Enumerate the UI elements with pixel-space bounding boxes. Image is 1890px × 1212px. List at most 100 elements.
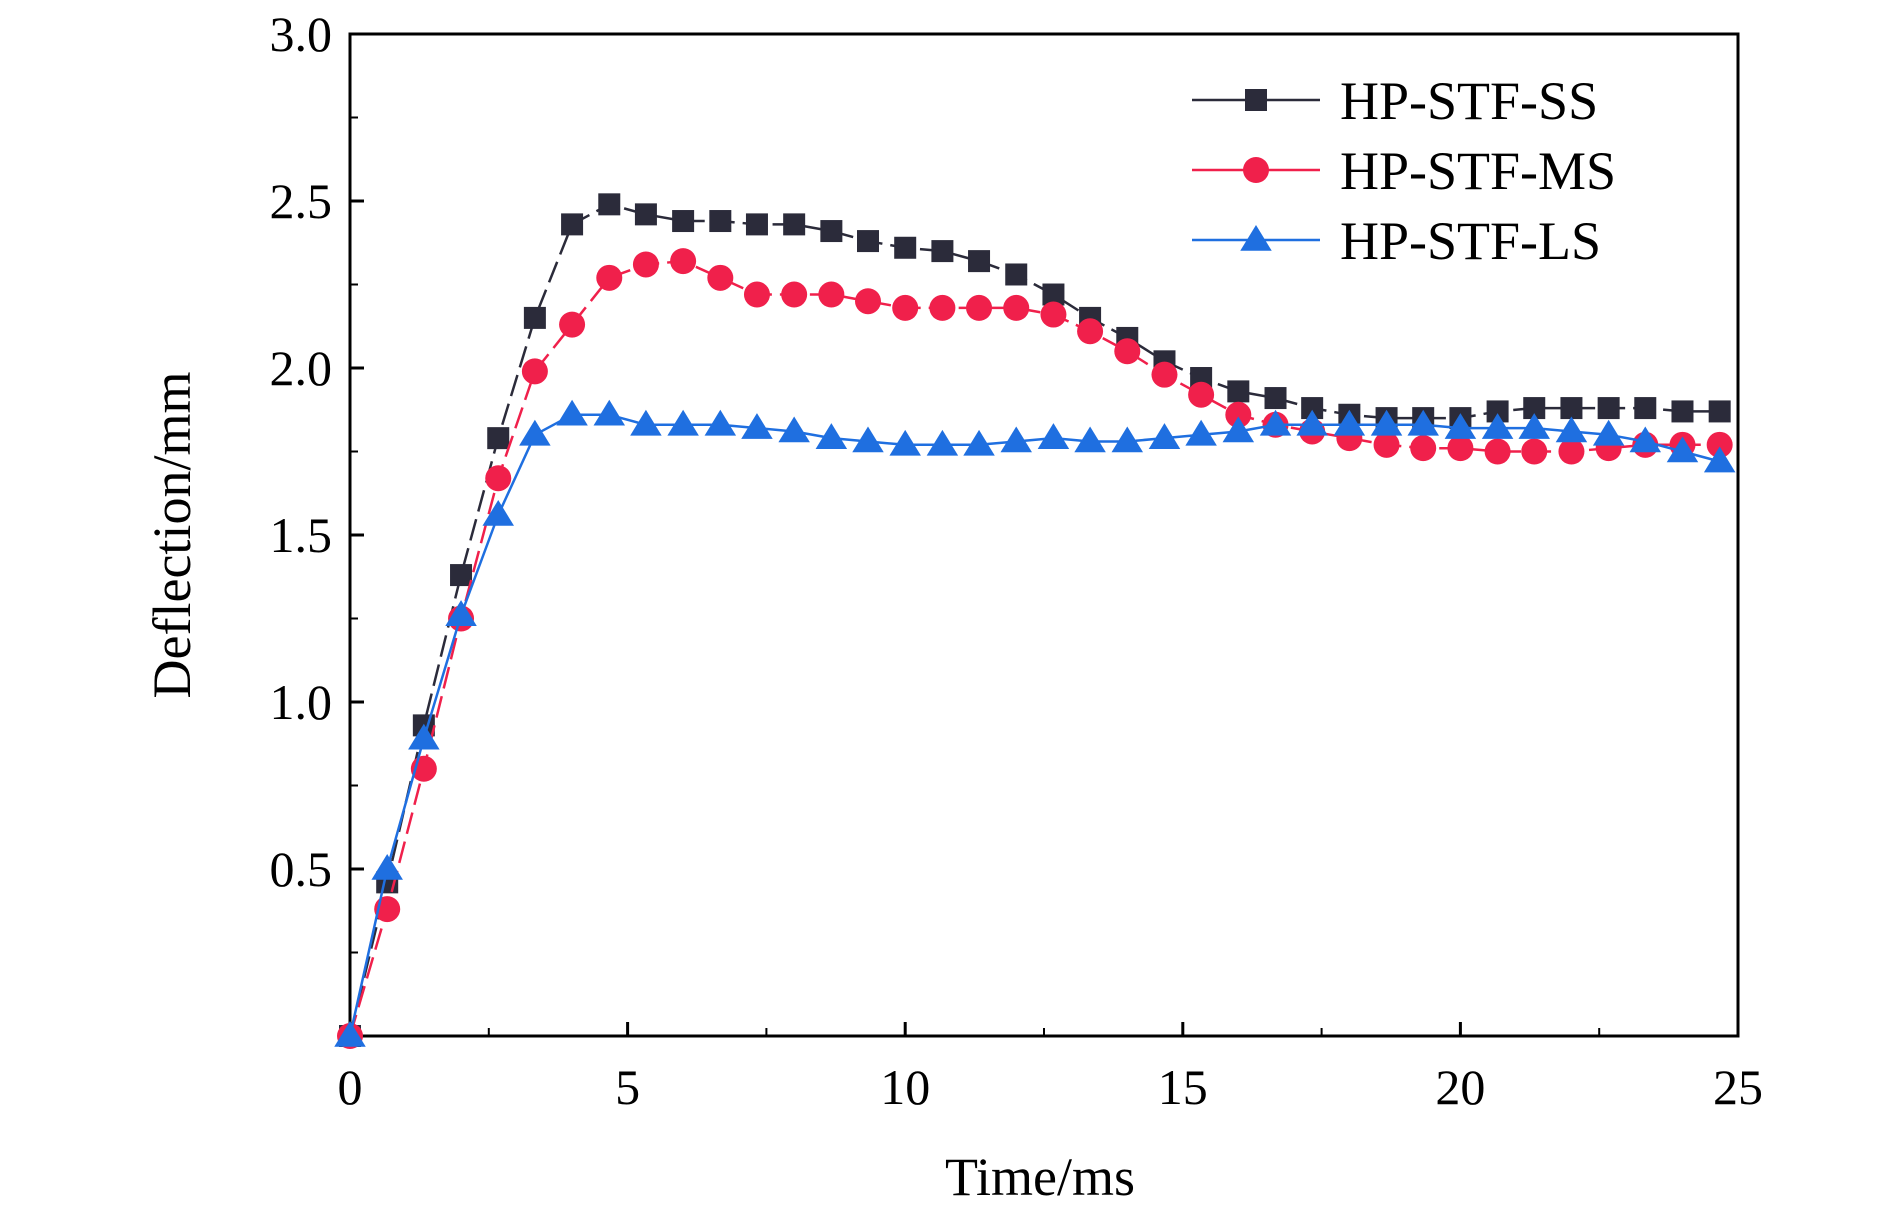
legend-item-ls: HP-STF-LS	[1192, 211, 1601, 271]
data-point-ss	[523, 306, 546, 329]
data-point-ms	[966, 294, 993, 321]
data-point-ss	[487, 427, 510, 450]
y-axis-title: Deflection/mm	[142, 372, 202, 699]
x-axis-title: Time/ms	[945, 1147, 1135, 1207]
data-point-ls	[1185, 419, 1217, 446]
data-point-ls	[1333, 409, 1366, 436]
series-line-ss	[348, 203, 1720, 1037]
data-point-ls	[371, 854, 403, 880]
y-tick-label: 0.5	[270, 841, 333, 897]
data-point-ss	[634, 203, 657, 226]
data-point-ss	[561, 213, 584, 236]
data-point-ss	[968, 250, 991, 273]
data-point-ls	[1518, 413, 1550, 439]
data-point-ss	[1708, 400, 1731, 423]
legend-marker-ms	[1243, 157, 1269, 183]
data-point-ss	[1486, 400, 1509, 423]
series-line-ls	[348, 413, 1721, 1037]
legend-item-ms: HP-STF-MS	[1192, 141, 1616, 201]
data-point-ls	[1555, 416, 1588, 443]
data-point-ms	[1151, 361, 1178, 388]
data-point-ls	[667, 409, 699, 436]
y-tick-label: 1.0	[270, 674, 333, 730]
data-point-ls	[815, 423, 848, 449]
data-point-ss	[1560, 397, 1583, 420]
data-point-ms	[781, 281, 808, 308]
data-point-ls	[926, 429, 959, 456]
data-point-ss	[783, 213, 806, 236]
data-point-ms	[632, 251, 659, 278]
data-point-ms	[1188, 381, 1215, 408]
y-tick-label: 2.5	[270, 173, 333, 229]
data-point-ls	[630, 409, 662, 436]
data-point-ls	[482, 499, 514, 526]
data-point-ls	[593, 399, 626, 426]
data-point-ls	[741, 413, 773, 439]
data-point-ss	[450, 564, 473, 587]
data-point-ss	[1523, 397, 1546, 420]
data-point-ms	[1114, 338, 1141, 365]
x-tick-label: 10	[880, 1059, 930, 1115]
data-point-ss	[1671, 400, 1694, 423]
data-point-ss	[1634, 397, 1657, 420]
data-point-ms	[818, 281, 845, 308]
legend-marker-ls	[1240, 225, 1272, 251]
data-point-ls	[1666, 436, 1699, 463]
data-point-ss	[1227, 380, 1250, 403]
data-point-ss	[894, 236, 917, 259]
data-point-ls	[408, 723, 440, 750]
data-point-ms	[1521, 438, 1548, 465]
series-layer	[334, 193, 1736, 1049]
series-ss	[339, 193, 1731, 1047]
data-point-ls	[1481, 413, 1514, 439]
data-point-ms	[707, 264, 734, 291]
y-tick-label: 3.0	[270, 6, 333, 62]
x-tick-label: 0	[338, 1059, 363, 1115]
data-point-ls	[1259, 409, 1292, 436]
data-point-ms	[1225, 401, 1252, 428]
data-point-ss	[709, 210, 732, 233]
data-point-ms	[559, 311, 586, 338]
data-point-ms	[1003, 294, 1030, 321]
data-point-ms	[1706, 431, 1733, 458]
data-point-ls	[852, 426, 884, 453]
data-point-ms	[929, 294, 956, 321]
x-tick-label: 25	[1713, 1059, 1763, 1115]
x-tick-label: 20	[1435, 1059, 1485, 1115]
data-point-ms	[743, 281, 770, 308]
data-point-ls	[963, 429, 995, 456]
legend: HP-STF-SS HP-STF-MS HP-STF-LS	[1192, 71, 1616, 271]
series-ms	[337, 248, 1733, 1049]
y-tick-label: 2.0	[270, 340, 333, 396]
data-point-ls	[1407, 409, 1439, 436]
data-point-ls	[1074, 426, 1106, 453]
tick-labels: 0 5 10 15 20 25 0.5 1.0 1.5 2.0 2.5 3.0	[270, 6, 1764, 1115]
data-point-ls	[1370, 409, 1403, 436]
data-point-ms	[855, 288, 882, 315]
data-point-ls	[1703, 446, 1736, 473]
data-point-ss	[931, 240, 954, 263]
series-line-ms	[348, 259, 1720, 1037]
x-tick-label: 15	[1158, 1059, 1208, 1115]
data-point-ms	[892, 294, 919, 321]
data-point-ms	[1040, 301, 1067, 328]
legend-item-ss: HP-STF-SS	[1192, 71, 1598, 131]
data-point-ls	[1111, 426, 1144, 453]
tick-marks	[348, 32, 1740, 1036]
data-point-ms	[1373, 431, 1400, 458]
data-point-ls	[704, 409, 737, 436]
data-point-ls	[445, 600, 477, 626]
data-point-ls	[1037, 423, 1070, 449]
data-point-ms	[1447, 435, 1474, 462]
legend-marker-ss	[1245, 89, 1267, 111]
data-point-ls	[1629, 426, 1662, 453]
legend-label-ss: HP-STF-SS	[1340, 71, 1598, 131]
data-point-ms	[1484, 438, 1511, 465]
data-point-ms	[1558, 438, 1585, 465]
data-point-ss	[745, 213, 768, 236]
data-point-ms	[1410, 435, 1437, 462]
data-point-ls	[1296, 409, 1328, 436]
data-point-ss	[1005, 263, 1028, 286]
data-point-ls	[519, 419, 551, 446]
